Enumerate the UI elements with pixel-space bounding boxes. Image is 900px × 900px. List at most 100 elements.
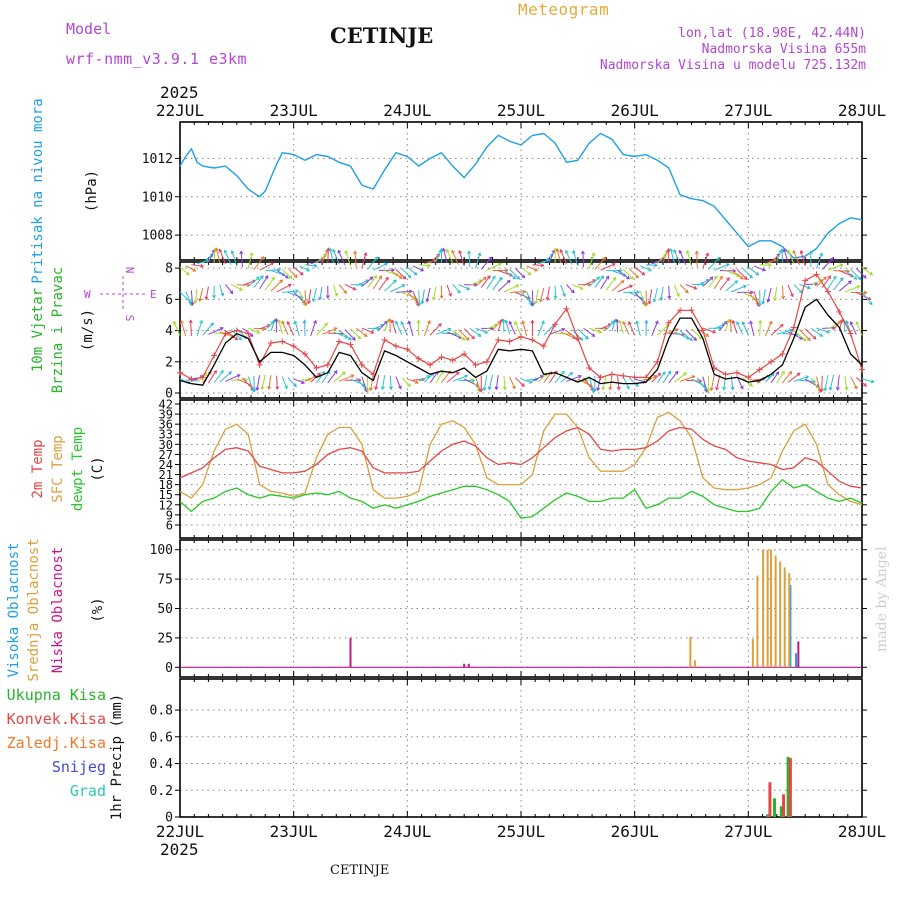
wind-arrow: [486, 275, 496, 290]
wind-gust-marker: [654, 358, 661, 365]
wind-arrow: [310, 372, 321, 383]
model-label: Model: [66, 20, 111, 38]
wind-arrow: [833, 277, 844, 291]
wind-arrow: [646, 264, 658, 266]
wind-arrow: [475, 327, 488, 334]
wind-arrow-head: [551, 249, 556, 254]
wind-arrow: [716, 374, 721, 390]
total-precip-bar: [766, 814, 770, 817]
wind-arrow: [395, 269, 407, 280]
wind-arrow-head: [768, 263, 772, 268]
wind-arrow: [560, 331, 576, 339]
wind-arrow-head: [457, 289, 461, 294]
wind-arrow: [225, 284, 234, 294]
wind-arrow: [816, 376, 821, 393]
wind-arrow-head: [644, 302, 649, 307]
wind-arrow: [378, 277, 389, 291]
wind-arrow: [719, 320, 728, 331]
wind-gust-marker: [529, 336, 536, 343]
wind-arrow: [401, 291, 417, 299]
wind-arrow-head: [539, 375, 544, 379]
wind-gust-marker: [449, 357, 456, 364]
wind-arrow: [732, 320, 738, 334]
wind-arrow-head: [750, 290, 754, 295]
wind-arrow: [497, 319, 503, 332]
wind-arrow: [657, 323, 670, 336]
wind-arrow: [370, 375, 374, 391]
wind-arrow-head: [473, 282, 478, 287]
pressure-line: [179, 132, 863, 259]
wind-arrow-head: [555, 247, 560, 252]
wind-arrow: [560, 284, 566, 297]
wind-arrow-head: [455, 371, 460, 376]
wind-arrow: [503, 284, 519, 293]
wind-arrow-head: [739, 275, 744, 280]
wind-arrow-head: [402, 275, 407, 280]
wind-arrow: [219, 371, 232, 383]
wind-arrow-head: [674, 370, 679, 375]
wind-arrow: [804, 328, 817, 340]
wind-gust-marker: [802, 277, 809, 284]
wind-arrow: [617, 285, 633, 293]
wind-arrow: [725, 280, 738, 292]
wind-arrow: [622, 269, 634, 280]
elevation-label: Nadmorska Visina 655m: [702, 42, 867, 57]
wind-arrow-head: [857, 276, 862, 281]
wind-arrow-head: [188, 319, 193, 324]
wind-arrow: [310, 259, 323, 265]
wind-arrow: [253, 275, 264, 288]
wind-arrow: [781, 285, 784, 299]
wind-arrow: [486, 263, 502, 271]
wind-arrow-head: [293, 320, 298, 325]
wind-arrow-head: [602, 256, 607, 261]
wind-arrow-head: [630, 276, 634, 280]
wind-arrow: [856, 291, 871, 300]
wind-arrow-head: [313, 319, 317, 324]
low-cloud-bar: [467, 663, 470, 668]
wind-gust-marker: [665, 319, 672, 326]
wind-arrow-head: [796, 372, 801, 377]
wind-arrow: [265, 269, 281, 272]
wind-arrow-head: [539, 298, 543, 303]
wind-arrow: [855, 268, 867, 279]
wind-arrow: [824, 375, 829, 391]
wind-arrow: [446, 331, 462, 339]
wind-arrow-head: [238, 336, 243, 341]
wind-arrow: [488, 374, 494, 390]
wind-gust-marker: [495, 336, 502, 343]
wind-arrow: [304, 290, 307, 306]
wind-arrow-head: [343, 290, 348, 294]
wind-arrow: [429, 371, 439, 384]
wind-arrow: [571, 329, 583, 341]
wind-arrow: [725, 319, 730, 332]
wind-arrow: [373, 262, 388, 271]
wind-arrow-head: [782, 248, 787, 253]
wind-arrow-head: [862, 274, 867, 279]
wind-arrow: [433, 286, 437, 300]
wind-arrow: [287, 291, 304, 299]
wind-arrow-head: [675, 328, 680, 332]
wind-arrow-head: [545, 297, 550, 301]
wind-arrow-head: [781, 370, 785, 375]
wind-arrow: [486, 324, 498, 330]
x-tick-label-top: 25JUL: [497, 101, 545, 120]
chart-title: CETINJE: [330, 23, 433, 48]
meteogram-label: Meteogram: [518, 0, 609, 19]
wind-gust-marker: [620, 372, 627, 379]
wind-arrow-head: [839, 263, 844, 268]
wind-gust-marker: [438, 354, 445, 361]
wind-arrow-head: [190, 302, 195, 306]
wind-arrow: [522, 321, 528, 337]
wind-arrow-head: [328, 247, 333, 252]
wind-arrow-head: [325, 295, 330, 299]
mid-cloud-axis-title: Srednja Oblacnost: [26, 538, 42, 681]
compass-s-label: S: [123, 315, 136, 322]
wind-arrow: [293, 266, 304, 276]
panel-frame-wind: [179, 261, 863, 399]
wind-arrow-head: [260, 386, 265, 391]
wind-arrow-head: [855, 321, 860, 326]
wind-arrow-head: [661, 371, 666, 375]
wind-arrow: [723, 375, 727, 390]
wind-arrow-head: [618, 319, 622, 324]
wind-arrow-head: [562, 293, 566, 298]
